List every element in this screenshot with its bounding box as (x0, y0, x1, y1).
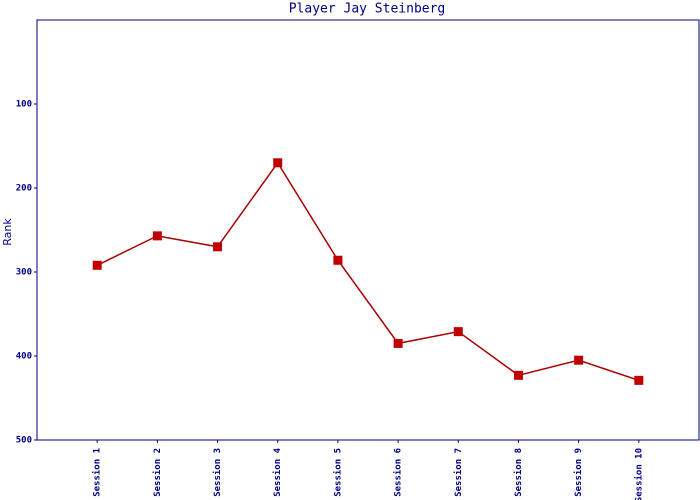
marker (393, 338, 403, 348)
marker (152, 231, 162, 241)
x-tick-label: Session 9 (573, 448, 584, 497)
y-tick-label: 500 (16, 436, 32, 446)
x-tick-label: Session 2 (152, 448, 163, 497)
marker (513, 370, 523, 380)
plot-frame (36, 19, 700, 441)
x-tick-label: Session 3 (212, 448, 223, 497)
marker (453, 327, 463, 337)
y-tick-label: 200 (16, 184, 32, 194)
x-tick-label: Session 8 (513, 448, 524, 497)
chart-title: Player Jay Steinberg (289, 2, 446, 17)
marker (273, 158, 283, 168)
marker (333, 255, 343, 265)
marker (213, 242, 223, 252)
x-tick-label: Session 6 (393, 448, 404, 497)
x-tick-label: Session 10 (633, 448, 644, 500)
marker (574, 355, 584, 365)
y-tick-label: 100 (16, 100, 32, 110)
series-line (96, 161, 640, 382)
marker (92, 260, 102, 270)
x-tick-label: Session 7 (453, 448, 464, 497)
x-tick-label: Session 4 (272, 447, 283, 496)
y-axis-label: Rank (1, 218, 14, 246)
y-tick-label: 300 (16, 268, 32, 278)
x-tick-label: Session 1 (92, 448, 103, 497)
marker (634, 375, 644, 385)
x-tick-label: Session 5 (332, 448, 343, 497)
y-tick-label: 400 (16, 352, 32, 362)
